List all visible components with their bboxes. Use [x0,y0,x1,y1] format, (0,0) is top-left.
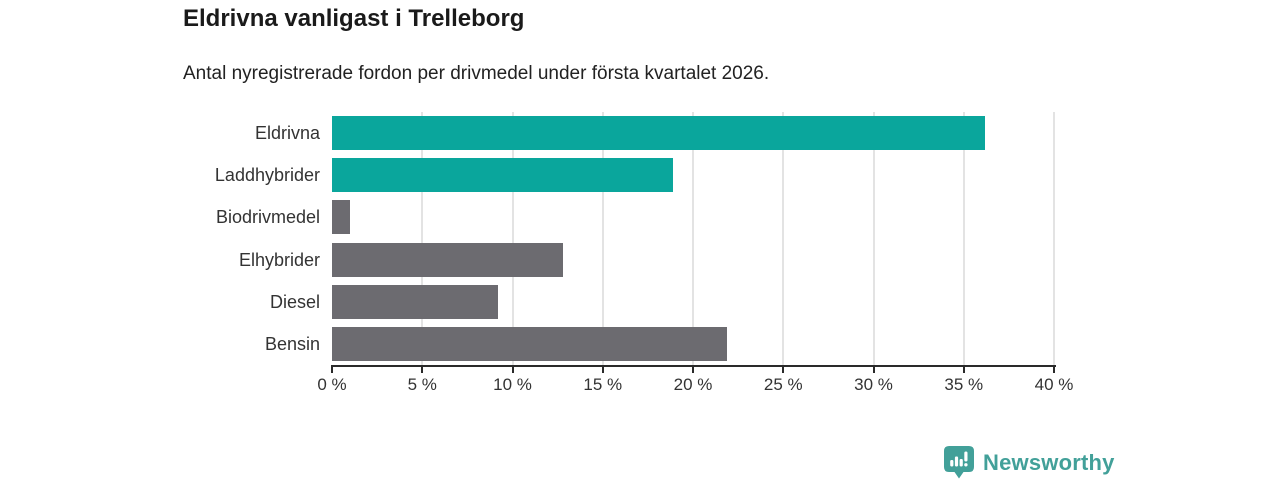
gridline [872,112,875,365]
bar-laddhybrider [332,158,674,193]
gridline [692,112,694,365]
x-axis-tick-label: 30 % [854,375,893,394]
category-label: Diesel [269,291,320,312]
x-axis-tick [511,367,514,373]
gridline [511,112,514,365]
x-axis-tick [782,367,785,373]
category-label: Eldrivna [254,123,320,143]
x-axis-tick [421,367,424,373]
category-label: Biodrivmedel [215,207,320,228]
chart-subtitle: Antal nyregistrerade fordon per drivmede… [183,63,770,84]
bar-eldrivna [332,116,986,151]
gridline [782,112,785,365]
category-label: Laddhybrider [214,165,320,186]
x-axis-tick-label: 5 % [407,375,437,394]
x-axis-tick [331,367,333,373]
x-axis-tick-label: 35 % [944,375,984,394]
newsworthy-chart-pin-icon [944,446,974,479]
chart-title: Eldrivna vanligast i Trelleborg [183,5,525,32]
x-axis-tick [601,367,604,373]
plot-area: 0 % 5 % 10 % 15 % 20 % 25 % 30 % 35 % 40 % [317,112,1073,394]
x-axis-line [331,365,1056,367]
newsworthy-logo-text: Newsworthy [983,449,1115,475]
x-axis-tick-label: 25 % [763,375,803,394]
x-axis-tick-label: 15 % [583,375,623,394]
x-axis-tick [872,367,875,373]
bar-biodrivmedel [332,200,351,235]
gridline [962,112,965,365]
newsworthy-logo: Newsworthy [944,446,1115,479]
x-axis-tick-label: 10 % [493,375,532,394]
gridline [421,112,424,365]
bar-diesel [332,284,499,319]
category-label: Bensin [264,333,320,354]
category-label: Elhybrider [238,249,320,270]
x-axis-tick [962,367,965,373]
gridline [601,112,604,365]
category-labels-column: Eldrivna Laddhybrider Biodrivmedel Elhybrid… [0,112,320,365]
x-axis-tick-label: 0 % [317,375,347,394]
bar-elhybrider [332,242,564,277]
bar-bensin [332,326,728,361]
x-axis-tick [1053,367,1055,373]
gridline [1053,112,1055,365]
x-axis-tick [692,367,694,373]
x-axis-tick-label: 40 % [1034,375,1074,394]
x-axis-tick-label: 20 % [673,375,713,394]
